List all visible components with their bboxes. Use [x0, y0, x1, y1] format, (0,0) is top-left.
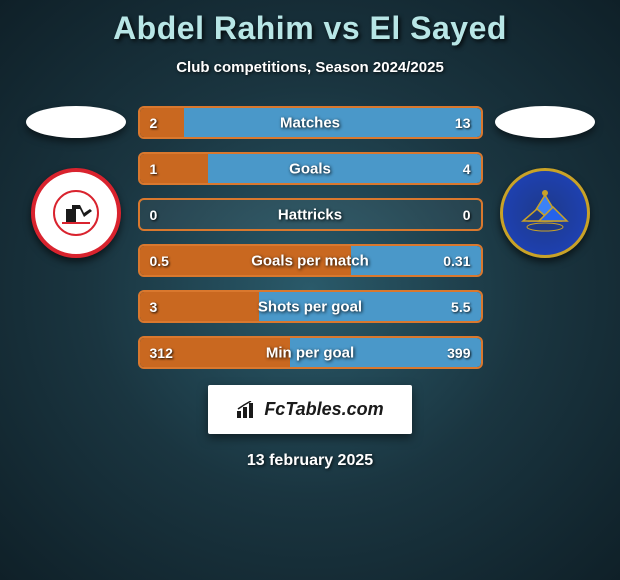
stat-row-hattricks: 0 0 Hattricks: [138, 198, 483, 231]
stat-row-goals: 1 4 Goals: [138, 152, 483, 185]
stat-value-right: 13: [455, 115, 471, 131]
stat-value-left: 0.5: [150, 253, 169, 269]
stat-value-left: 3: [150, 299, 158, 315]
chart-icon: [236, 401, 258, 419]
stat-row-min-per-goal: 312 399 Min per goal: [138, 336, 483, 369]
left-player-col: [26, 106, 126, 258]
player-ellipse-left: [26, 106, 126, 138]
stat-value-left: 0: [150, 207, 158, 223]
stat-label: Shots per goal: [258, 298, 362, 315]
stat-row-shots-per-goal: 3 5.5 Shots per goal: [138, 290, 483, 323]
stat-label: Goals: [289, 160, 331, 177]
stat-value-left: 312: [150, 345, 173, 361]
stat-value-right: 4: [463, 161, 471, 177]
stat-label: Hattricks: [278, 206, 342, 223]
page-title: Abdel Rahim vs El Sayed: [113, 10, 507, 47]
stat-value-right: 5.5: [451, 299, 470, 315]
pyramids-icon: [517, 185, 573, 241]
page-subtitle: Club competitions, Season 2024/2025: [176, 59, 444, 76]
stat-value-left: 1: [150, 161, 158, 177]
fctables-branding: FcTables.com: [208, 385, 411, 434]
stat-row-goals-per-match: 0.5 0.31 Goals per match: [138, 244, 483, 277]
stat-value-left: 2: [150, 115, 158, 131]
stats-bars: 2 13 Matches 1 4 Goals 0 0 Hattricks 0.5 0.31 Goals…: [138, 106, 483, 369]
stat-label: Goals per match: [251, 252, 369, 269]
stat-value-right: 0.31: [443, 253, 470, 269]
zamalek-icon: [52, 189, 100, 237]
player-ellipse-right: [495, 106, 595, 138]
right-player-col: [495, 106, 595, 258]
stat-label: Min per goal: [266, 344, 354, 361]
date-text: 13 february 2025: [247, 452, 373, 470]
stat-row-matches: 2 13 Matches: [138, 106, 483, 139]
zamalek-logo: [31, 168, 121, 258]
stat-value-right: 0: [463, 207, 471, 223]
comparison-row: 2 13 Matches 1 4 Goals 0 0 Hattricks 0.5 0.31 Goals…: [0, 106, 620, 369]
bar-right: [208, 154, 481, 183]
stat-value-right: 399: [447, 345, 470, 361]
bar-left: [140, 108, 184, 137]
branding-text: FcTables.com: [264, 399, 383, 420]
pyramids-logo: [500, 168, 590, 258]
stat-label: Matches: [280, 114, 340, 131]
